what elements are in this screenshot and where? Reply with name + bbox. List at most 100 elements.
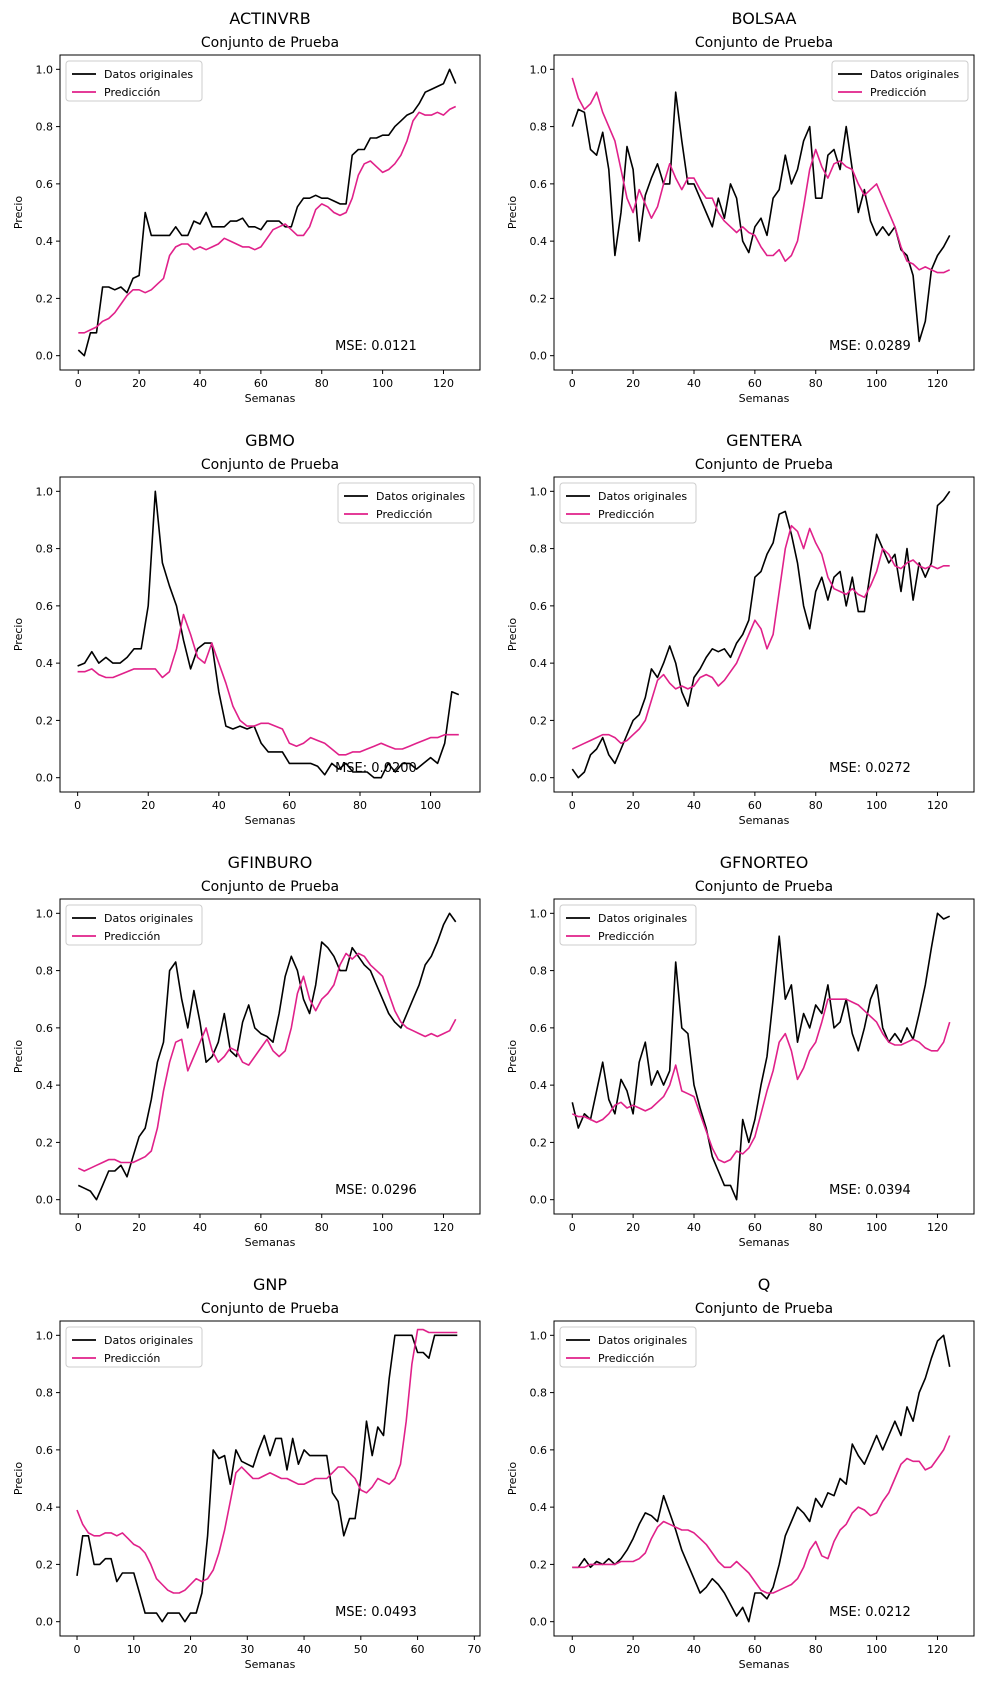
- x-tick-label: 0: [569, 799, 576, 812]
- x-tick-label: 100: [372, 1221, 393, 1234]
- x-tick-label: 0: [569, 1221, 576, 1234]
- plot-frame: [59, 476, 481, 793]
- stock-name: Q: [758, 1275, 771, 1294]
- chart-svg: GFNORTEO Conjunto de Prueba 0 20 40 60 80 100 12…: [506, 853, 975, 1249]
- mse-annotation: MSE: 0.0272: [829, 761, 911, 776]
- plot-frame: [59, 1320, 481, 1637]
- x-tick-label: 60: [748, 799, 762, 812]
- chart-svg: ACTINVRB Conjunto de Prueba 0 20 40 60 80 100 12…: [12, 9, 481, 405]
- x-tick-label: 120: [927, 377, 948, 390]
- legend-label: Predicción: [104, 930, 160, 943]
- legend: Datos originales Predicción: [65, 1326, 203, 1368]
- mse-annotation: MSE: 0.0289: [829, 339, 911, 354]
- x-tick-label: 80: [809, 377, 823, 390]
- chart-svg: Q Conjunto de Prueba 0 20 40 60 80 100 120 0.0 0.2…: [506, 1275, 975, 1671]
- plot-frame: [553, 1320, 975, 1637]
- legend: Datos originales Predicción: [559, 482, 697, 524]
- legend: Datos originales Predicción: [337, 482, 475, 524]
- chart-panel-gbmo: GBMO Conjunto de Prueba 0 20 40 60 80 100 0.0 0.2…: [0, 422, 494, 844]
- y-axis-label: Precio: [12, 196, 25, 230]
- legend-label: Predicción: [104, 1352, 160, 1365]
- series-line-prediction: [571, 77, 951, 274]
- mse-annotation: MSE: 0.0493: [335, 1605, 417, 1620]
- chart-title: Conjunto de Prueba: [201, 35, 339, 51]
- series-line-original: [572, 1334, 951, 1623]
- y-tick-label: 0.6: [36, 1444, 54, 1457]
- legend-label: Predicción: [598, 930, 654, 943]
- y-tick-label: 0.8: [530, 543, 548, 556]
- chart-panel-gnp: GNP Conjunto de Prueba 0 10 20 30 40 50 60 70 0.0 0…: [0, 1266, 494, 1688]
- mse-annotation: MSE: 0.0200: [335, 761, 417, 776]
- series-line-prediction: [78, 105, 457, 334]
- stock-name: ACTINVRB: [229, 9, 310, 28]
- y-tick-label: 0.0: [36, 772, 54, 785]
- y-axis-label: Precio: [506, 1462, 519, 1496]
- y-tick-label: 0.4: [36, 657, 54, 670]
- legend-label: Datos originales: [870, 68, 959, 81]
- x-tick-label: 0: [569, 1643, 576, 1656]
- legend-box: [559, 904, 697, 946]
- series-line-original: [571, 490, 951, 779]
- legend: Datos originales Predicción: [65, 60, 203, 102]
- series-line-original: [77, 490, 460, 779]
- y-axis-label: Precio: [506, 196, 519, 230]
- y-tick-label: 0.6: [530, 600, 548, 613]
- x-tick-label: 40: [297, 1643, 311, 1656]
- chart-title: Conjunto de Prueba: [695, 1301, 833, 1317]
- legend-box: [65, 904, 203, 946]
- x-tick-label: 80: [809, 1643, 823, 1656]
- x-tick-label: 60: [748, 1643, 762, 1656]
- y-tick-label: 0.8: [36, 121, 54, 134]
- series-line-prediction: [76, 1328, 458, 1594]
- x-axis-label: Semanas: [739, 1236, 790, 1249]
- y-axis-label: Precio: [12, 1040, 25, 1074]
- legend-label: Datos originales: [376, 490, 465, 503]
- y-axis-label: Precio: [506, 1040, 519, 1074]
- x-tick-label: 70: [467, 1643, 481, 1656]
- y-tick-label: 0.8: [530, 1387, 548, 1400]
- chart-title: Conjunto de Prueba: [201, 457, 339, 473]
- chart-panel-gentera: GENTERA Conjunto de Prueba 0 20 40 60 80 100 120…: [494, 422, 988, 844]
- series-line-prediction: [77, 952, 457, 1172]
- x-axis-label: Semanas: [739, 814, 790, 827]
- y-tick-label: 0.4: [530, 235, 548, 248]
- y-axis-label: Precio: [12, 618, 25, 652]
- chart-svg: GBMO Conjunto de Prueba 0 20 40 60 80 100 0.0 0.2…: [12, 431, 481, 827]
- x-tick-label: 20: [626, 377, 640, 390]
- plot-frame: [553, 476, 975, 793]
- y-tick-label: 0.2: [36, 292, 54, 305]
- chart-panel-bolsaa: BOLSAA Conjunto de Prueba 0 20 40 60 80 100 120 0…: [494, 0, 988, 422]
- legend: Datos originales Predicción: [65, 904, 203, 946]
- y-tick-label: 0.2: [36, 1136, 54, 1149]
- x-tick-label: 120: [433, 1221, 454, 1234]
- chart-svg: BOLSAA Conjunto de Prueba 0 20 40 60 80 100 120 0…: [506, 9, 975, 405]
- x-tick-label: 80: [315, 377, 329, 390]
- x-tick-label: 60: [282, 799, 296, 812]
- y-tick-label: 0.4: [530, 1501, 548, 1514]
- legend: Datos originales Predicción: [831, 60, 969, 102]
- chart-svg: GNP Conjunto de Prueba 0 10 20 30 40 50 60 70 0.0 0…: [12, 1275, 481, 1671]
- y-tick-label: 0.8: [36, 543, 54, 556]
- x-tick-label: 120: [927, 1643, 948, 1656]
- legend-box: [337, 482, 475, 524]
- legend-label: Datos originales: [104, 68, 193, 81]
- y-tick-label: 0.6: [36, 1022, 54, 1035]
- y-axis-label: Precio: [12, 1462, 25, 1496]
- x-tick-label: 120: [927, 1221, 948, 1234]
- x-tick-label: 80: [353, 799, 367, 812]
- x-tick-label: 100: [866, 377, 887, 390]
- x-tick-label: 20: [626, 1643, 640, 1656]
- x-tick-label: 20: [626, 799, 640, 812]
- stock-name: GNP: [253, 1275, 287, 1294]
- y-tick-label: 0.6: [530, 1444, 548, 1457]
- x-tick-label: 0: [75, 377, 82, 390]
- y-tick-label: 1.0: [36, 63, 54, 76]
- x-tick-label: 40: [193, 1221, 207, 1234]
- legend: Datos originales Predicción: [559, 1326, 697, 1368]
- y-tick-label: 0.0: [36, 350, 54, 363]
- y-tick-label: 0.0: [36, 1194, 54, 1207]
- chart-title: Conjunto de Prueba: [201, 1301, 339, 1317]
- x-axis-label: Semanas: [245, 1658, 296, 1671]
- x-axis-label: Semanas: [739, 1658, 790, 1671]
